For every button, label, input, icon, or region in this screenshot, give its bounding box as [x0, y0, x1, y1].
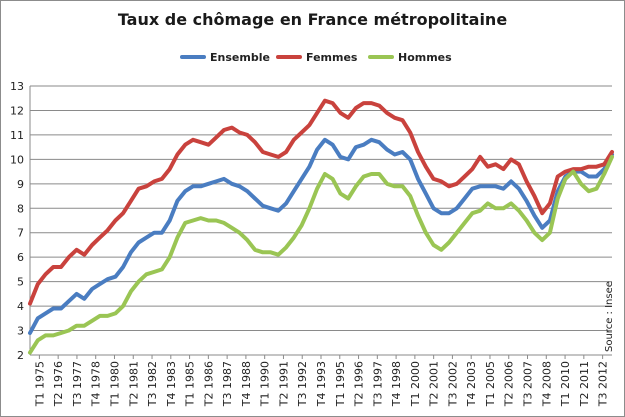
series-line-femmes: [28, 98, 614, 306]
chart-title: Taux de chômage en France métropolitaine: [117, 10, 508, 29]
x-tick-label-15: T4 1993: [315, 361, 328, 407]
x-tick-label-16: T1 1995: [334, 361, 347, 407]
x-tick-label-5: T2 1981: [127, 361, 140, 407]
x-tick-label-6: T3 1982: [146, 361, 159, 407]
x-tick-label-9: T2 1986: [202, 361, 215, 407]
x-tick-label-13: T2 1991: [277, 361, 290, 407]
x-tick-label-22: T3 2002: [446, 361, 459, 407]
x-tick-label-21: T2 2001: [428, 361, 441, 407]
x-tick-label-11: T4 1988: [240, 361, 253, 407]
x-tick-label-19: T4 1998: [390, 361, 403, 407]
legend-item-1: Femmes: [276, 48, 357, 66]
x-tick-label-25: T2 2006: [503, 361, 516, 407]
legend-item-0: Ensemble: [180, 48, 270, 66]
legend-swatch-0: [180, 55, 206, 59]
y-tick-label-0: 2: [17, 349, 24, 362]
legend-swatch-1: [276, 55, 302, 59]
legend-label-1: Femmes: [306, 50, 358, 64]
x-tick-label-26: T3 2007: [522, 361, 535, 407]
legend-swatch-2: [368, 55, 394, 59]
legend-label-2: Hommes: [398, 50, 452, 64]
x-tick-label-23: T4 2003: [465, 361, 478, 407]
plot-area: [30, 86, 612, 355]
source-note: Source : Insee: [604, 281, 615, 352]
y-tick-label-5: 7: [17, 227, 24, 240]
x-tick-label-29: T2 2011: [578, 361, 591, 407]
y-tick-label-3: 5: [17, 276, 24, 289]
x-tick-label-14: T3 1992: [296, 361, 309, 407]
legend: Ensemble Femmes Hommes: [0, 48, 625, 66]
x-tick-label-12: T1 1990: [259, 361, 272, 407]
x-tick-label-7: T4 1983: [165, 361, 178, 407]
x-tick-label-1: T2 1976: [52, 361, 65, 407]
x-tick-label-3: T4 1978: [90, 361, 103, 407]
x-tick-label-17: T2 1996: [353, 361, 366, 407]
y-tick-label-2: 4: [17, 300, 24, 313]
x-tick-label-24: T1 2005: [484, 361, 497, 407]
series-line-ensemble: [28, 137, 614, 335]
x-tick-label-4: T1 1980: [108, 361, 121, 407]
x-tick-label-8: T1 1985: [184, 361, 197, 407]
y-tick-label-4: 6: [17, 251, 24, 264]
x-tick-label-0: T1 1975: [33, 361, 46, 407]
legend-label-0: Ensemble: [210, 50, 270, 64]
y-tick-label-11: 13: [10, 80, 24, 93]
x-tick-label-10: T3 1987: [221, 361, 234, 407]
x-tick-label-28: T1 2010: [559, 361, 572, 407]
x-tick-label-30: T3 2012: [597, 361, 610, 407]
y-tick-label-10: 12: [10, 104, 24, 117]
y-tick-label-8: 10: [10, 153, 24, 166]
legend-item-2: Hommes: [368, 48, 452, 66]
x-tick-label-27: T4 2008: [540, 361, 553, 407]
x-tick-label-20: T1 2000: [409, 361, 422, 407]
y-tick-label-1: 3: [17, 325, 24, 338]
series-line-hommes: [28, 154, 614, 355]
x-tick-label-2: T3 1977: [71, 361, 84, 407]
y-tick-label-9: 11: [10, 129, 24, 142]
y-tick-label-6: 8: [17, 202, 24, 215]
y-tick-label-7: 9: [17, 178, 24, 191]
x-tick-label-18: T3 1997: [371, 361, 384, 407]
